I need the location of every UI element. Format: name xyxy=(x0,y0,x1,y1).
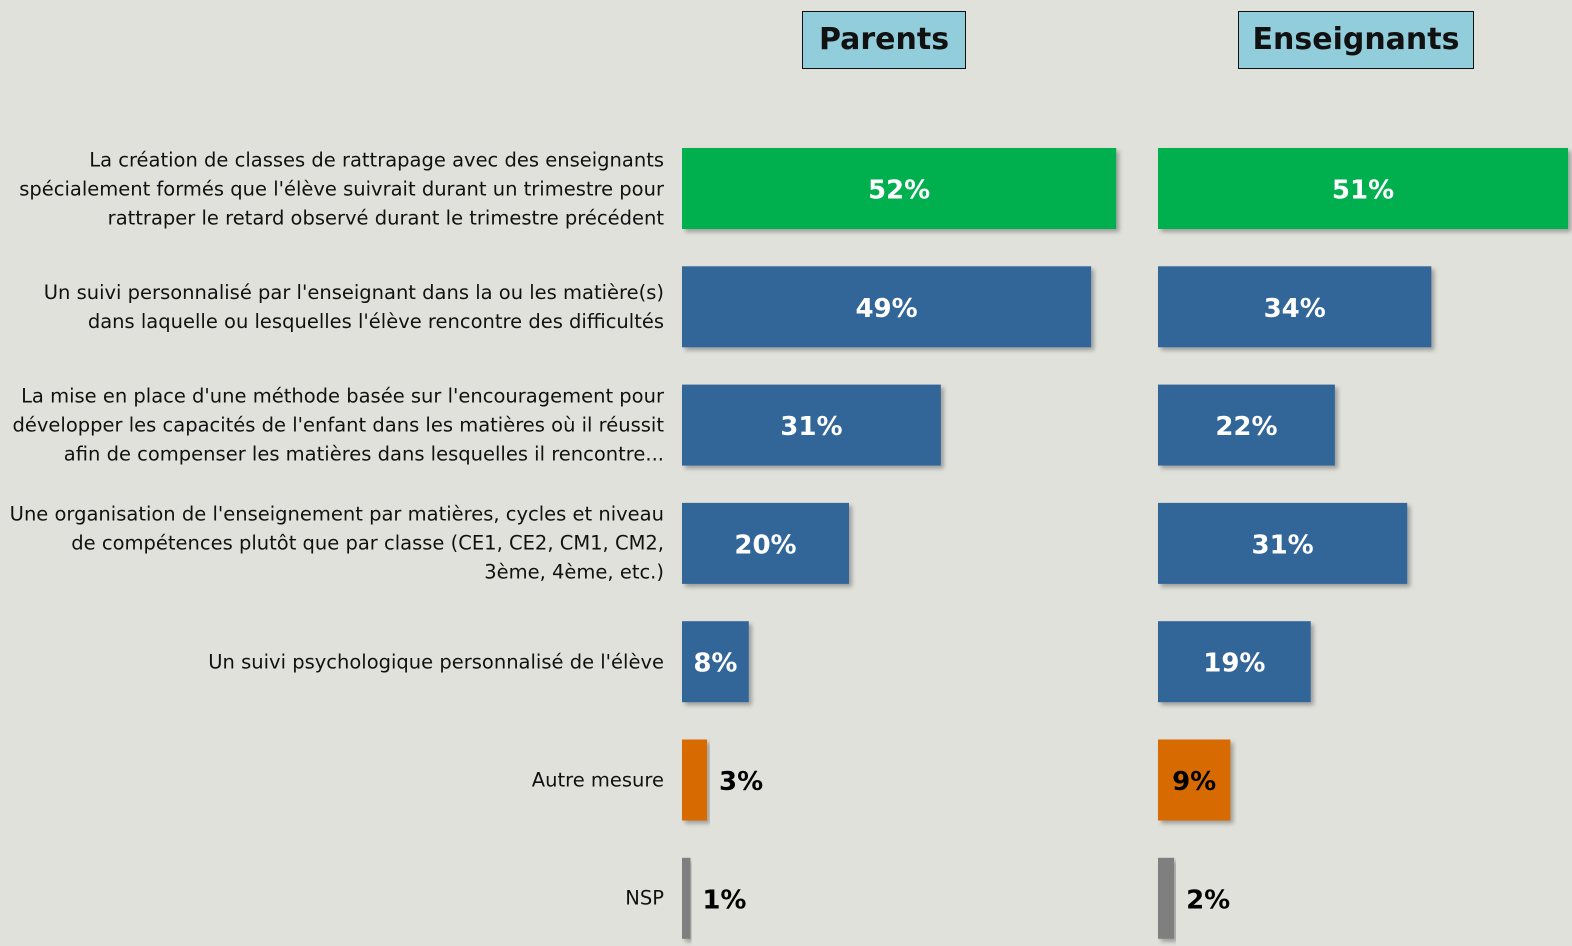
value-label: 9% xyxy=(1172,767,1216,797)
bar xyxy=(1158,857,1175,939)
category-label: Une organisation de l'enseignement par m… xyxy=(9,502,664,584)
value-label: 31% xyxy=(780,412,842,442)
bar xyxy=(682,502,849,584)
value-label: 52% xyxy=(868,176,930,206)
bar xyxy=(682,621,749,703)
bar xyxy=(1158,148,1569,229)
bar xyxy=(682,148,1117,229)
value-label: 20% xyxy=(734,530,796,560)
bar xyxy=(1158,502,1408,584)
value-label: 31% xyxy=(1252,530,1314,560)
value-label: 2% xyxy=(1186,885,1230,915)
category-label: La création de classes de rattrapage ave… xyxy=(19,148,664,229)
category-label: Un suivi psychologique personnalisé de l… xyxy=(208,650,664,674)
bar xyxy=(682,266,1092,348)
category-label: La mise en place d'une méthode basée sur… xyxy=(12,384,664,466)
panel-header: Enseignants xyxy=(1238,11,1474,69)
value-label: 22% xyxy=(1215,412,1277,442)
category-label: Un suivi personnalisé par l'enseignant d… xyxy=(43,280,664,333)
value-label: 49% xyxy=(855,294,917,324)
value-label: 8% xyxy=(693,649,737,679)
value-label: 1% xyxy=(702,885,746,915)
panel-header: Parents xyxy=(802,11,966,69)
bar xyxy=(1158,621,1311,703)
bar xyxy=(682,739,708,821)
category-label: Autre mesure xyxy=(531,768,664,792)
value-label: 19% xyxy=(1203,649,1265,679)
bar xyxy=(1158,739,1231,821)
value-label: 34% xyxy=(1264,294,1326,324)
bar xyxy=(1158,384,1335,466)
bar xyxy=(1158,266,1432,348)
value-label: 51% xyxy=(1332,176,1394,206)
bar xyxy=(682,384,941,466)
category-label: NSP xyxy=(625,886,664,910)
value-label: 3% xyxy=(719,767,763,797)
bar xyxy=(682,857,691,939)
